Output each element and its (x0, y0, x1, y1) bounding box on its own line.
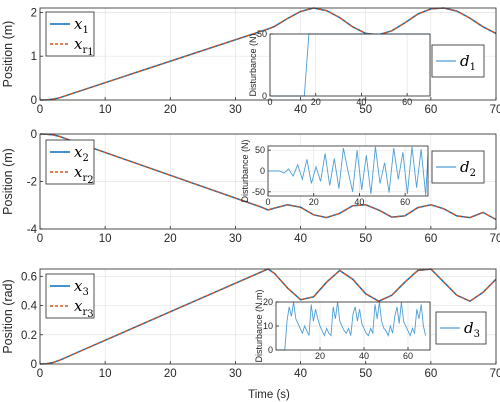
panel-1-y-axis-label: Position (m) (1, 21, 15, 88)
panel-3-x-tick-label: 40 (294, 368, 307, 380)
inset-2-y-tick-label: -50 (252, 187, 265, 197)
panel-2-axes-frame (39, 133, 497, 230)
inset-2-y-tick-label: 50 (255, 145, 265, 155)
panel-3-x-tick-label: 70 (490, 368, 500, 380)
panel-2-y-tick-label: -2 (27, 177, 37, 189)
inset-3-y-tick-label: 10 (263, 321, 273, 331)
inset-1-x-tick-label: 0 (267, 97, 272, 107)
panel-3-x-tick-label: 30 (229, 368, 242, 380)
inset-3-y-tick-label: 20 (263, 297, 273, 307)
inset-y-axis-label: Disturbance (N) (240, 139, 250, 202)
panel-2-y-tick-label: 0 (31, 129, 37, 141)
panel-2-legend (45, 139, 95, 185)
panel-2-x-tick-label: 30 (229, 233, 242, 245)
inset-y-axis-label: Disturbance (N) (248, 33, 258, 96)
panel-2-y-axis-label: Position (m) (1, 148, 15, 215)
inset-series-line-d3 (276, 301, 427, 351)
inset-y-axis-label: Disturbance (N.m) (254, 289, 264, 362)
panel-2-x-tick-label: 60 (424, 233, 437, 245)
panel-2-x-tick-label: 10 (99, 233, 112, 245)
x-axis-label: Time (s) (248, 389, 290, 401)
panel-1-axes-frame (39, 7, 497, 101)
panel-2-x-tick-label: 20 (164, 233, 177, 245)
inset-2-x-tick-label: 20 (309, 197, 319, 207)
panel-1-y-tick-label: 1 (31, 51, 37, 63)
inset-1-y-tick-label: 0 (262, 91, 267, 101)
panel-3-axes-frame (39, 268, 497, 365)
panel-3-x-tick-label: 60 (424, 368, 437, 380)
inset-3-x-tick-label: 20 (315, 351, 325, 361)
inset-1-x-tick-label: 60 (402, 97, 412, 107)
inset-2-y-tick-label: 0 (260, 166, 265, 176)
panel-1-x-tick-label: 50 (359, 104, 372, 116)
panel-2-x-tick-label: 70 (490, 233, 500, 245)
inset-axes-frame (269, 33, 431, 97)
inset-axes-frame (275, 301, 431, 351)
panel-1-legend (45, 11, 95, 57)
panel-2-x-tick-label: 0 (37, 233, 43, 245)
panel-3-y-tick-label: 0.4 (21, 301, 38, 313)
panel-1-x-tick-label: 0 (37, 104, 43, 116)
panel-1-x-tick-label: 40 (294, 104, 307, 116)
inset-series-line-d2 (268, 146, 429, 196)
inset-2-x-tick-label: 60 (400, 197, 410, 207)
panel-3-x-tick-label: 0 (37, 368, 43, 380)
series-line-x-r2 (39, 133, 497, 221)
panel-3-x-tick-label: 10 (99, 368, 112, 380)
panel-1-y-tick-label: 0 (31, 95, 37, 107)
inset-1-x-tick-label: 40 (356, 97, 366, 107)
panel-1-x-tick-label: 10 (99, 104, 112, 116)
inset-1-y-tick-label: 50 (257, 29, 267, 39)
inset-2-x-tick-label: 40 (354, 197, 364, 207)
panel-2-x-tick-label: 50 (359, 233, 372, 245)
inset-1-x-tick-label: 20 (311, 97, 321, 107)
inset-2-x-tick-label: 0 (265, 197, 270, 207)
panel-3-y-tick-label: 0.6 (21, 271, 37, 283)
panel-2-y-tick-label: -4 (27, 224, 38, 236)
panel-3-legend (45, 273, 95, 319)
panel-1-x-tick-label: 30 (229, 104, 242, 116)
panel-3-y-tick-label: 0 (31, 359, 37, 371)
panel-3-y-tick-label: 0.2 (21, 330, 37, 342)
panel-1-x-tick-label: 60 (424, 104, 437, 116)
panel-3-y-axis-label: Position (rad) (1, 279, 15, 353)
panel-2-x-tick-label: 40 (294, 233, 307, 245)
panel-3-x-tick-label: 20 (164, 368, 177, 380)
panel-1-x-tick-label: 70 (490, 104, 500, 116)
panel-3-x-tick-label: 50 (359, 368, 372, 380)
inset-3-y-tick-label: 0 (268, 345, 273, 355)
panel-1-y-tick-label: 2 (31, 7, 37, 19)
inset-background (270, 34, 430, 96)
inset-axes-frame (267, 145, 429, 197)
inset-3-x-tick-label: 60 (403, 351, 413, 361)
series-line-x-r3 (39, 268, 497, 365)
inset-3-x-tick-label: 40 (359, 351, 369, 361)
panel-1-x-tick-label: 20 (164, 104, 177, 116)
